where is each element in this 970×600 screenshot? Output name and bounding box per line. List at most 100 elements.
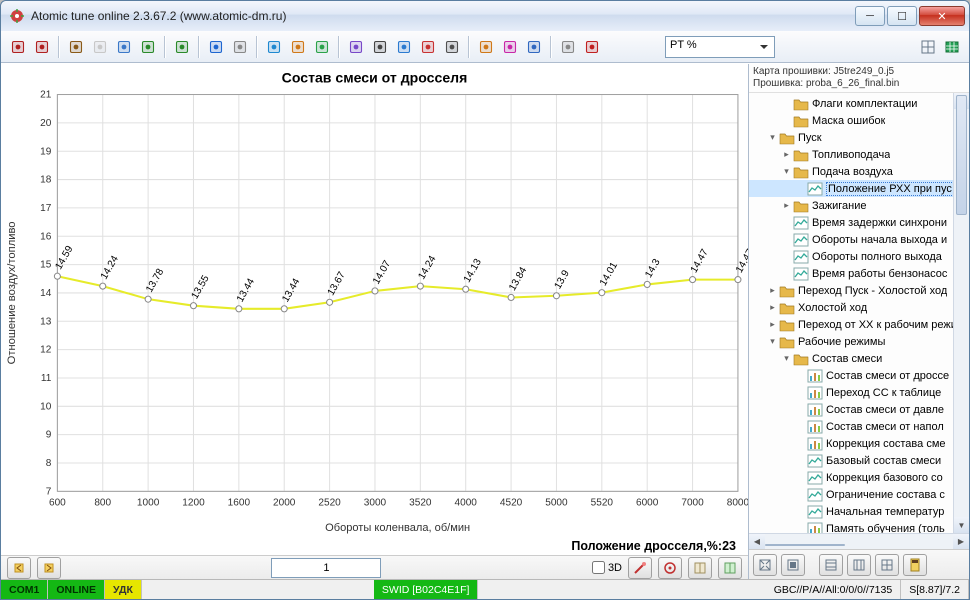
pt-dropdown[interactable]: PT % (665, 36, 775, 58)
tree-twist-icon[interactable] (781, 98, 792, 109)
grid-icon[interactable] (917, 36, 939, 58)
check-red-icon[interactable] (7, 36, 29, 58)
refresh-icon[interactable] (263, 36, 285, 58)
tree-twist-icon[interactable] (795, 438, 806, 449)
bars-icon[interactable] (475, 36, 497, 58)
info-icon[interactable] (523, 36, 545, 58)
chart-line-icon[interactable] (311, 36, 333, 58)
tree-item[interactable]: Память обучения (толь (749, 520, 969, 533)
checkbox-3d[interactable]: 3D (592, 561, 622, 574)
wrench-icon[interactable] (65, 36, 87, 58)
hscroll-right-icon[interactable]: ▶ (953, 534, 969, 550)
tree-twist-icon[interactable] (795, 421, 806, 432)
hscrollbar[interactable]: ◀ ▶ (749, 533, 969, 549)
tree-item[interactable]: ▸Холостой ход (749, 299, 969, 316)
tree-item[interactable]: Ограничение состава с (749, 486, 969, 503)
tree-item[interactable]: Время задержки синхрони (749, 214, 969, 231)
tree-item[interactable]: Положение РХХ при пус (749, 180, 969, 197)
tree-twist-icon[interactable] (795, 370, 806, 381)
scroll-thumb[interactable] (956, 95, 967, 215)
tree-twist-icon[interactable] (781, 251, 792, 262)
tree-item[interactable]: ▸Топливоподача (749, 146, 969, 163)
tree-twist-icon[interactable]: ▸ (767, 319, 778, 330)
tree-item[interactable]: Состав смеси от давле (749, 401, 969, 418)
palette-icon[interactable] (499, 36, 521, 58)
tree-item[interactable]: Начальная температур (749, 503, 969, 520)
tree-item[interactable]: Флаги комплектации (749, 95, 969, 112)
scroll-right-icon[interactable] (37, 557, 61, 579)
scroll-left-icon[interactable] (7, 557, 31, 579)
clipboard-icon[interactable] (557, 36, 579, 58)
filter2-icon[interactable] (847, 554, 871, 576)
tree-item[interactable]: ▾Подача воздуха (749, 163, 969, 180)
tree-twist-icon[interactable] (781, 268, 792, 279)
hscroll-left-icon[interactable]: ◀ (749, 534, 765, 550)
car-red-icon[interactable] (417, 36, 439, 58)
tree-twist-icon[interactable]: ▾ (781, 166, 792, 177)
tree-item[interactable]: Обороты начала выхода и (749, 231, 969, 248)
fit2-icon[interactable] (875, 554, 899, 576)
hscroll-thumb[interactable] (765, 544, 845, 546)
tree-item[interactable]: ▸Переход Пуск - Холостой ход (749, 282, 969, 299)
page-blue-icon[interactable] (113, 36, 135, 58)
index-input[interactable] (271, 558, 381, 578)
tree-item[interactable]: ▾Состав смеси (749, 350, 969, 367)
pulse-icon[interactable] (369, 36, 391, 58)
vscrollbar[interactable]: ▲ ▼ (953, 93, 969, 533)
tree-item[interactable]: Коррекция состава сме (749, 435, 969, 452)
tree-twist-icon[interactable] (795, 183, 806, 194)
pause-icon[interactable] (229, 36, 251, 58)
tree-item[interactable]: Переход СС к таблице (749, 384, 969, 401)
close-button[interactable]: ✕ (919, 6, 965, 26)
filter1-icon[interactable] (819, 554, 843, 576)
chip-icon[interactable] (137, 36, 159, 58)
tree-item[interactable]: Коррекция базового со (749, 469, 969, 486)
tree-twist-icon[interactable] (795, 404, 806, 415)
tree-item[interactable]: Время работы бензонасос (749, 265, 969, 282)
tree-twist-icon[interactable]: ▸ (781, 149, 792, 160)
tree-item[interactable]: Состав смеси от напол (749, 418, 969, 435)
tree-twist-icon[interactable]: ▾ (781, 353, 792, 364)
tree-twist-icon[interactable]: ▸ (767, 302, 778, 313)
tree-twist-icon[interactable] (795, 387, 806, 398)
fit-icon[interactable] (753, 554, 777, 576)
scroll-down-icon[interactable]: ▼ (954, 517, 969, 533)
tree-item[interactable]: Базовый состав смеси (749, 452, 969, 469)
tree-twist-icon[interactable] (795, 489, 806, 500)
page-icon[interactable] (89, 36, 111, 58)
tree-item[interactable]: ▸Переход от ХХ к рабочим режи (749, 316, 969, 333)
tree-twist-icon[interactable] (781, 234, 792, 245)
tree-item[interactable]: ▾Пуск (749, 129, 969, 146)
tree-twist-icon[interactable]: ▾ (767, 336, 778, 347)
wand-red-icon[interactable] (628, 557, 652, 579)
table-icon[interactable] (287, 36, 309, 58)
disk-icon[interactable] (171, 36, 193, 58)
tree-twist-icon[interactable] (781, 115, 792, 126)
book-green-icon[interactable] (718, 557, 742, 579)
tree-twist-icon[interactable] (795, 455, 806, 466)
cut-icon[interactable] (781, 554, 805, 576)
maximize-button[interactable]: ☐ (887, 6, 917, 26)
tree-twist-icon[interactable] (781, 217, 792, 228)
tree-item[interactable]: Обороты полного выхода (749, 248, 969, 265)
car-blue-icon[interactable] (393, 36, 415, 58)
tree-twist-icon[interactable] (795, 506, 806, 517)
tree-item[interactable]: ▾Рабочие режимы (749, 333, 969, 350)
chart-bar-icon[interactable] (345, 36, 367, 58)
play-icon[interactable] (205, 36, 227, 58)
gauge-icon[interactable] (441, 36, 463, 58)
tree-item[interactable]: ▸Зажигание (749, 197, 969, 214)
tree-twist-icon[interactable] (795, 523, 806, 533)
tree-twist-icon[interactable]: ▸ (781, 200, 792, 211)
tree-twist-icon[interactable] (795, 472, 806, 483)
exit-icon[interactable] (581, 36, 603, 58)
tree-item[interactable]: Состав смеси от дроссе (749, 367, 969, 384)
checkbox-3d-input[interactable] (592, 561, 605, 574)
tree-twist-icon[interactable]: ▸ (767, 285, 778, 296)
tree-twist-icon[interactable]: ▾ (767, 132, 778, 143)
table-view-icon[interactable] (941, 36, 963, 58)
close-red-icon[interactable] (31, 36, 53, 58)
target-red-icon[interactable] (658, 557, 682, 579)
book-icon[interactable] (688, 557, 712, 579)
calc-icon[interactable] (903, 554, 927, 576)
